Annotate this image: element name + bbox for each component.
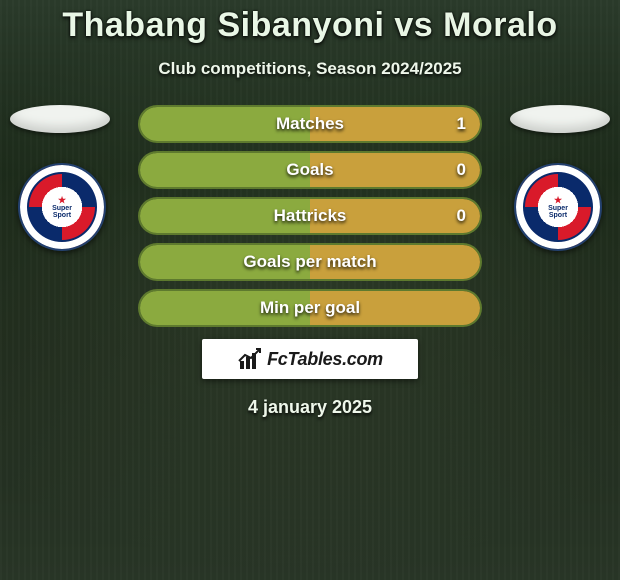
stats-area: ★SuperSport ★SuperSport Matches1 Goals0 Ha… — [0, 107, 620, 418]
stat-bar-left — [140, 245, 310, 279]
player2-flag-oval — [510, 105, 610, 133]
title-player1: Thabang Sibanyoni — [62, 6, 384, 44]
stat-value-right: 1 — [457, 107, 466, 141]
title-player2: Moralo — [443, 6, 557, 44]
stat-bar-right — [310, 245, 480, 279]
subtitle: Club competitions, Season 2024/2025 — [0, 59, 620, 79]
stat-row: Hattricks0 — [140, 199, 480, 233]
stat-row: Goals0 — [140, 153, 480, 187]
player1-club-badge: ★SuperSport — [18, 163, 106, 251]
stat-bar-right — [310, 153, 480, 187]
stat-rows: Matches1 Goals0 Hattricks0 Goals per match M… — [140, 107, 480, 325]
title-vs: vs — [394, 6, 433, 44]
stat-row: Min per goal — [140, 291, 480, 325]
branding-chart-icon — [237, 347, 263, 371]
branding-text: FcTables.com — [267, 349, 383, 370]
date: 4 january 2025 — [0, 397, 620, 418]
badge-text-right: ★SuperSport — [548, 196, 568, 219]
stat-row: Goals per match — [140, 245, 480, 279]
stat-row: Matches1 — [140, 107, 480, 141]
stat-value-right: 0 — [457, 199, 466, 233]
stat-bar-left — [140, 199, 310, 233]
infographic-container: Thabang Sibanyoni vs Moralo Club competi… — [0, 0, 620, 580]
branding-bar: FcTables.com — [202, 339, 418, 379]
title: Thabang Sibanyoni vs Moralo — [0, 6, 620, 45]
stat-value-right: 0 — [457, 153, 466, 187]
player2-club-badge: ★SuperSport — [514, 163, 602, 251]
badge-text-left: ★SuperSport — [52, 196, 72, 219]
stat-bar-left — [140, 153, 310, 187]
stat-bar-right — [310, 291, 480, 325]
stat-bar-right — [310, 107, 480, 141]
stat-bar-left — [140, 291, 310, 325]
stat-bar-left — [140, 107, 310, 141]
player1-flag-oval — [10, 105, 110, 133]
stat-bar-right — [310, 199, 480, 233]
